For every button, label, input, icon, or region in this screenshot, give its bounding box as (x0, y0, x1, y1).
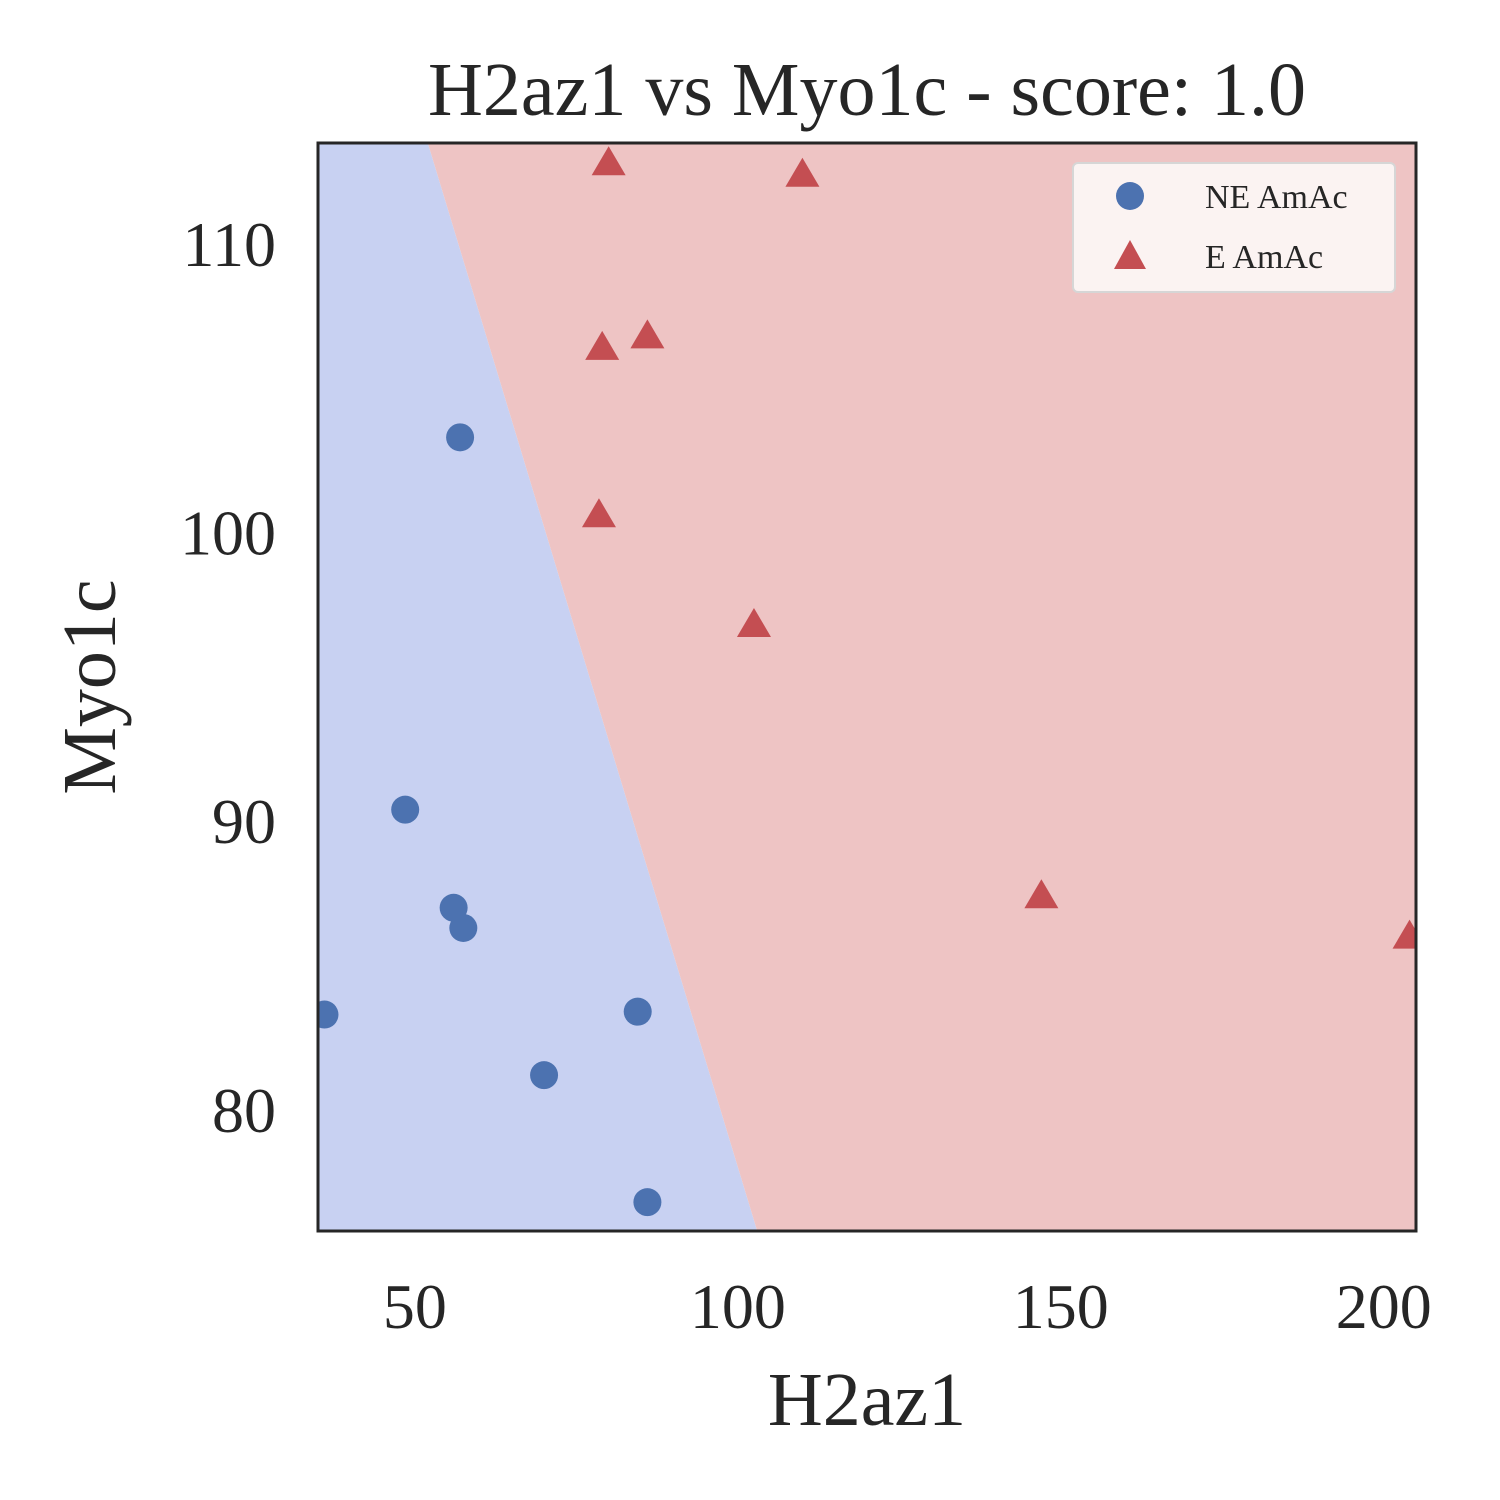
x-tick-label: 150 (1013, 1271, 1109, 1342)
data-point-e-amac (736, 607, 771, 637)
y-tick-label: 80 (212, 1075, 276, 1146)
data-point-e-amac (1024, 879, 1059, 909)
data-point-ne-amac (623, 997, 652, 1026)
region-e-amac (427, 143, 1416, 1231)
x-tick-label: 100 (690, 1271, 786, 1342)
y-axis-ticks: 80 90 100 110 (180, 209, 276, 1146)
data-point-ne-amac (391, 795, 420, 824)
data-point-ne-amac (446, 423, 475, 452)
y-tick-label: 90 (212, 786, 276, 857)
legend-label-e-amac: E AmAc (1205, 239, 1323, 276)
y-tick-label: 100 (180, 498, 276, 569)
legend-box (1072, 162, 1396, 293)
y-axis-label: Myo1c (48, 579, 132, 794)
y-tick-label: 110 (182, 209, 276, 280)
data-points (318, 146, 1416, 1217)
x-tick-label: 200 (1336, 1271, 1432, 1342)
legend-marker-ne-amac (1116, 182, 1144, 210)
region-ne-amac (318, 143, 758, 1231)
data-point-e-amac (581, 498, 616, 528)
data-point-e-amac (1392, 919, 1416, 949)
x-tick-label: 50 (383, 1271, 447, 1342)
plot-frame (316, 141, 1418, 1233)
data-point-ne-amac (530, 1061, 559, 1090)
data-point-e-amac (630, 319, 665, 349)
legend: NE AmAc E AmAc (1072, 162, 1396, 293)
chart-title: H2az1 vs Myo1c - score: 1.0 (428, 48, 1306, 132)
legend-marker-e-amac (1114, 240, 1146, 269)
x-axis-ticks: 50 100 150 200 (383, 1271, 1432, 1342)
plot-area (318, 143, 1416, 1231)
legend-label-ne-amac: NE AmAc (1205, 179, 1348, 216)
x-axis-label: H2az1 (768, 1358, 966, 1442)
data-point-e-amac (591, 146, 626, 176)
data-point-e-amac (785, 157, 820, 187)
data-point-ne-amac (318, 1000, 339, 1029)
data-point-ne-amac (449, 913, 478, 942)
data-point-e-amac (585, 330, 620, 360)
data-point-ne-amac (633, 1188, 662, 1217)
